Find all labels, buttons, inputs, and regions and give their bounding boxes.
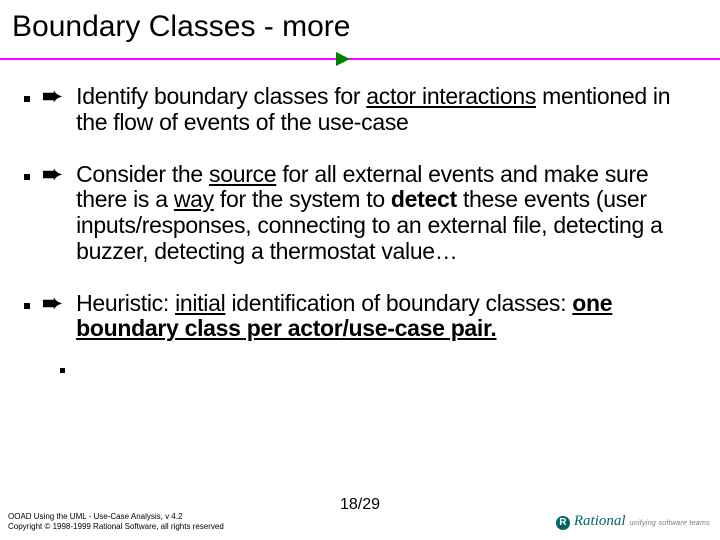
divider-line — [0, 58, 720, 60]
slide-title: Boundary Classes - more — [0, 0, 720, 52]
slide-footer: OOAD Using the UML - Use-Case Analysis, … — [0, 492, 720, 532]
divider-arrowhead-icon — [336, 52, 350, 66]
footer-line1: OOAD Using the UML - Use-Case Analysis, … — [8, 512, 224, 522]
bullet-text: Consider the source for all external eve… — [76, 162, 700, 265]
bullet-list: ➨ Identify boundary classes for actor int… — [0, 84, 720, 373]
bullet-item: ➨ Identify boundary classes for actor int… — [24, 84, 700, 136]
footer-line2: Copyright © 1998-1999 Rational Software,… — [8, 522, 224, 532]
logo-tagline: unifying software teams — [630, 520, 710, 527]
page-number: 18/29 — [340, 496, 380, 514]
title-divider — [0, 52, 720, 66]
bullet-item: ➨ Consider the source for all external ev… — [24, 162, 700, 265]
footer-credits: OOAD Using the UML - Use-Case Analysis, … — [8, 512, 224, 532]
sub-bullet-dot-icon — [60, 368, 65, 373]
bullet-dot-icon — [24, 96, 30, 102]
bullet-arrow-icon: ➨ — [42, 291, 62, 317]
bullet-arrow-icon: ➨ — [42, 84, 62, 110]
rational-logo: R Rational unifying software teams — [556, 513, 710, 530]
bullet-item: ➨ Heuristic: initial identification of bo… — [24, 291, 700, 343]
logo-mark-icon: R — [556, 516, 570, 530]
bullet-text: Heuristic: initial identification of bou… — [76, 291, 700, 343]
bullet-dot-icon — [24, 303, 30, 309]
bullet-arrow-icon: ➨ — [42, 162, 62, 188]
logo-wordmark: Rational — [574, 513, 626, 530]
bullet-text: Identify boundary classes for actor inte… — [76, 84, 700, 136]
bullet-dot-icon — [24, 174, 30, 180]
